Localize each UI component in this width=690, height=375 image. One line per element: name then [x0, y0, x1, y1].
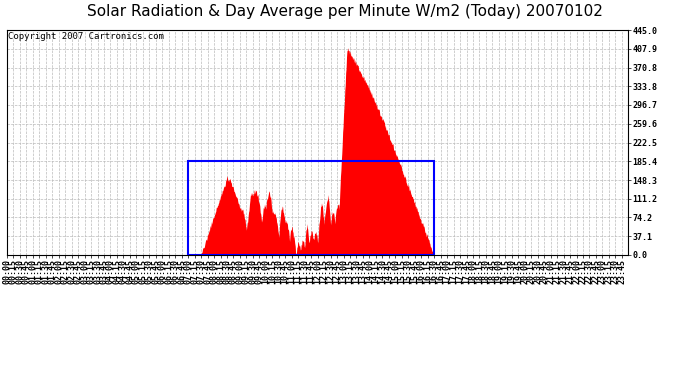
Text: Copyright 2007 Cartronics.com: Copyright 2007 Cartronics.com — [8, 32, 164, 41]
Text: Solar Radiation & Day Average per Minute W/m2 (Today) 20070102: Solar Radiation & Day Average per Minute… — [87, 4, 603, 19]
Bar — [188, 161, 434, 255]
